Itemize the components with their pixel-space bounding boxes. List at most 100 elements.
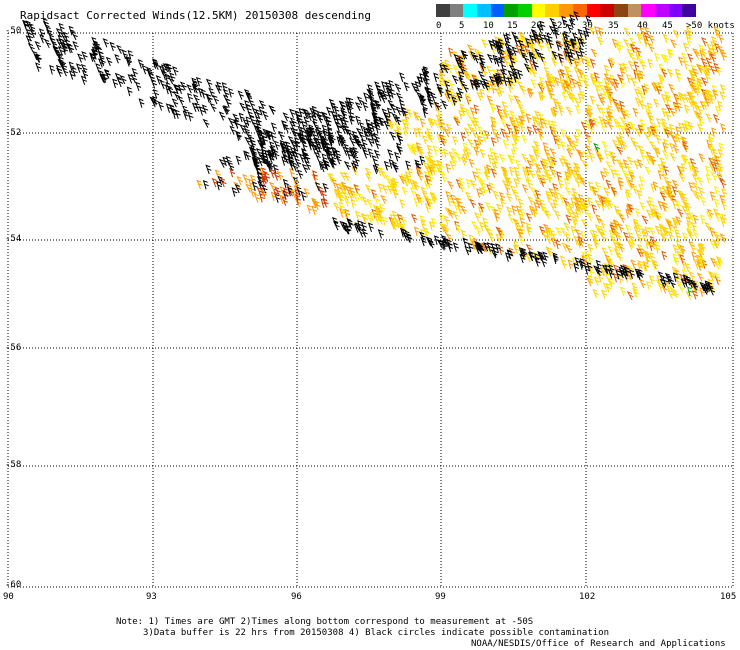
wind-barb: [629, 37, 636, 47]
wind-barb: [57, 46, 65, 56]
wind-barb: [671, 266, 679, 276]
wind-barb: [675, 200, 682, 210]
wind-barb: [387, 99, 395, 109]
wind-barb: [394, 83, 402, 93]
wind-barb: [658, 75, 665, 86]
wind-barb: [681, 52, 688, 62]
wind-barb: [377, 90, 385, 100]
wind-barb: [506, 206, 513, 216]
wind-barb: [561, 259, 568, 269]
wind-barb: [131, 67, 138, 78]
wind-barb: [266, 150, 273, 160]
wind-barb: [649, 235, 657, 245]
wind-barb: [446, 242, 454, 253]
wind-barb: [634, 97, 642, 107]
wind-barb: [583, 79, 590, 90]
wind-barb: [521, 153, 528, 163]
wind-barb: [688, 271, 696, 281]
wind-barb: [672, 244, 679, 254]
wind-barb: [667, 230, 674, 241]
wind-barb: [456, 87, 464, 97]
wind-barb: [517, 198, 524, 208]
wind-barb: [647, 42, 655, 53]
wind-barb: [538, 33, 546, 43]
wind-barb: [315, 146, 322, 156]
wind-barb: [395, 219, 403, 229]
wind-barb: [331, 216, 339, 227]
wind-barb: [692, 228, 699, 239]
wind-barb: [303, 116, 310, 126]
wind-barb: [477, 202, 485, 212]
wind-barb: [174, 109, 181, 119]
wind-barb: [433, 101, 441, 111]
wind-barb: [456, 204, 464, 215]
wind-barb: [340, 109, 347, 119]
wind-barb: [394, 115, 402, 126]
wind-barb: [467, 123, 474, 133]
wind-barb: [501, 101, 508, 111]
lat-label: -52: [5, 128, 22, 138]
wind-barb: [624, 188, 632, 198]
wind-barb: [713, 62, 720, 73]
wind-barb: [689, 70, 697, 80]
wind-barb: [399, 198, 406, 209]
wind-barb: [585, 136, 593, 146]
wind-barb: [335, 122, 342, 132]
wind-barb: [643, 131, 651, 141]
wind-barb: [689, 221, 697, 231]
wind-barb: [245, 183, 253, 193]
wind-barb: [446, 180, 454, 190]
wind-barb: [618, 213, 626, 223]
wind-barb: [587, 274, 594, 285]
wind-barb: [615, 145, 623, 156]
wind-barb: [673, 103, 679, 113]
wind-barb: [564, 186, 572, 196]
wind-barb: [448, 87, 456, 98]
wind-barb: [560, 140, 567, 151]
wind-barb: [80, 75, 88, 85]
wind-barb: [605, 160, 613, 171]
wind-barb: [214, 84, 222, 94]
wind-barb: [414, 159, 422, 169]
wind-barb: [447, 196, 454, 207]
lat-label: -50: [5, 26, 22, 36]
wind-barb: [686, 222, 693, 232]
wind-barb: [696, 123, 704, 133]
wind-barb: [628, 238, 635, 249]
wind-barb: [405, 108, 413, 118]
wind-barb: [597, 36, 604, 46]
wind-barb: [26, 31, 34, 42]
wind-barb: [244, 130, 252, 140]
wind-barb: [371, 155, 378, 165]
wind-barb: [713, 272, 721, 282]
wind-barb: [68, 61, 75, 72]
wind-barb: [239, 102, 247, 112]
wind-barb: [592, 80, 600, 90]
wind-barb: [654, 225, 662, 235]
wind-barb: [229, 125, 237, 135]
wind-barb: [303, 129, 311, 139]
wind-barb: [282, 178, 289, 189]
wind-barb: [516, 100, 524, 110]
wind-barb: [480, 185, 488, 195]
wind-barb: [656, 117, 663, 128]
wind-barb: [528, 251, 535, 261]
wind-barb: [664, 272, 672, 282]
wind-barb: [441, 240, 447, 251]
wind-barb: [487, 154, 494, 164]
wind-barb: [229, 167, 236, 178]
wind-barb: [464, 92, 472, 103]
wind-barb: [306, 204, 313, 215]
wind-barb: [400, 106, 408, 117]
note-line: NOAA/NESDIS/Office of Research and Appli…: [471, 639, 726, 649]
wind-barb: [447, 79, 455, 89]
wind-barb: [201, 104, 209, 114]
wind-barb: [495, 40, 503, 50]
wind-barb: [494, 57, 502, 67]
wind-barb: [584, 144, 592, 154]
wind-barb: [409, 187, 417, 197]
wind-barb: [523, 63, 531, 73]
wind-barb: [666, 220, 673, 230]
wind-barb: [627, 170, 635, 180]
